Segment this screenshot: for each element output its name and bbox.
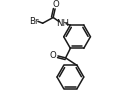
Text: NH: NH [56,19,69,28]
Text: Br: Br [29,17,38,26]
Text: O: O [52,0,59,9]
Text: O: O [49,51,56,60]
